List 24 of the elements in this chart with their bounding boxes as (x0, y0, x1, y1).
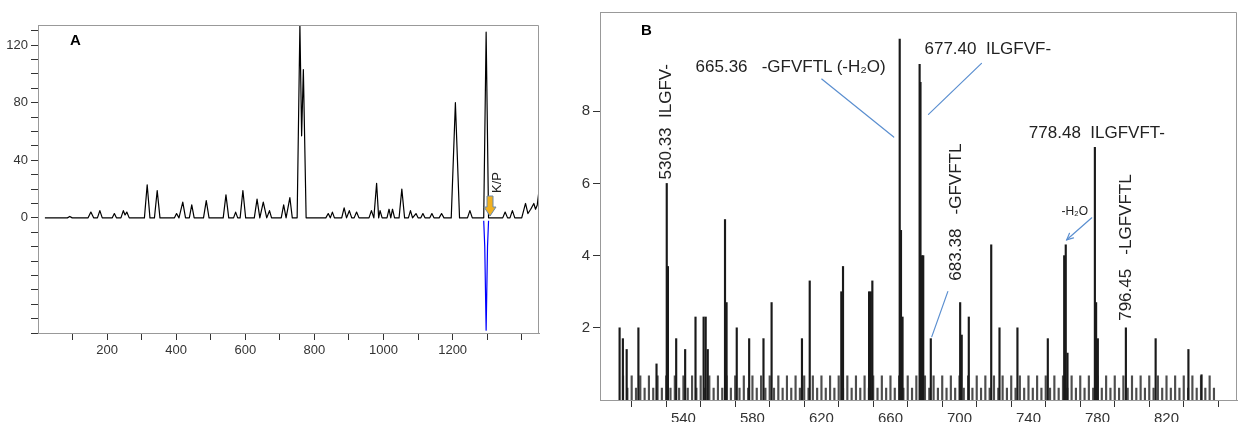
annotation: 796.45 -LGFVFTL (1115, 174, 1135, 321)
y-tick-label: 4 (581, 245, 590, 263)
x-tick-label: 800 (303, 342, 326, 358)
y-tick-label: 120 (6, 36, 28, 52)
x-tick-label: 1200 (438, 342, 468, 358)
annotation: -H₂O (1061, 203, 1089, 218)
chart-title: A (70, 31, 81, 48)
y-tick-label: 8 (581, 101, 590, 119)
x-tick-label: 400 (165, 342, 188, 358)
annotation: 677.40 ILGFVF- (924, 39, 1052, 59)
y-tick-label: 80 (13, 94, 28, 110)
annotation: 683.38 -GFVFTL (946, 143, 966, 281)
y-tick-label: 6 (581, 173, 590, 191)
annotation: 530.33 ILGFV- (656, 64, 676, 180)
y-tick-label: 2 (581, 317, 590, 335)
x-tick-label: 200 (96, 342, 118, 358)
text: B (641, 21, 652, 38)
y-tick-label: 0 (20, 209, 28, 225)
annotation: 665.36 -GFVFTL (-H₂O) (695, 57, 886, 77)
annotation: 778.48 ILGFVFT- (1028, 123, 1165, 143)
x-tick-label: 600 (234, 342, 257, 358)
annotation: K/P (488, 172, 504, 193)
x-tick-label: 1000 (369, 342, 398, 358)
y-tick-label: 40 (13, 151, 28, 167)
